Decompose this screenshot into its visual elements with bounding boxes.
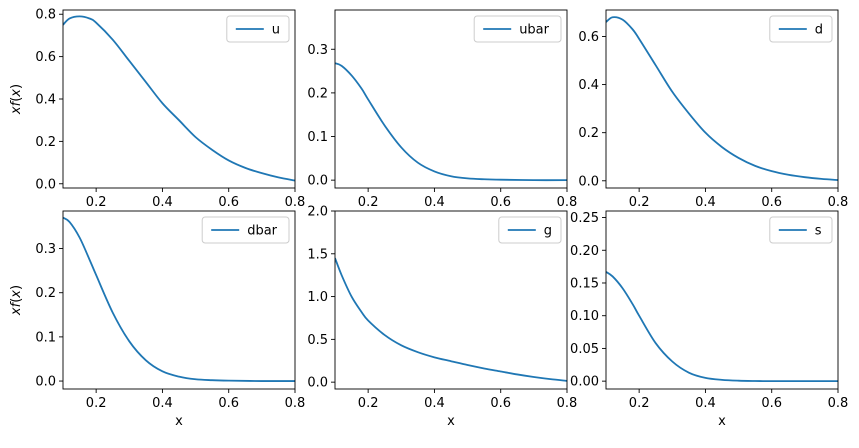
legend-label: dbar <box>247 224 277 239</box>
y-axis-label: xf(x) <box>9 285 24 316</box>
legend-box <box>201 216 290 244</box>
x-tick-label: 0.2 <box>358 396 379 411</box>
x-tick-label: 0.8 <box>285 195 306 210</box>
y-tick-label: 0.8 <box>35 8 56 23</box>
x-tick-label: 0.2 <box>86 195 107 210</box>
y-tick-label: 1.5 <box>307 247 328 262</box>
x-tick-label: 0.6 <box>218 396 239 411</box>
x-tick-label: 0.2 <box>629 195 650 210</box>
x-tick-label: 0.4 <box>152 396 173 411</box>
y-tick-label: 0.25 <box>570 211 599 226</box>
x-tick-label: 0.2 <box>629 396 650 411</box>
y-axis-label: xf(x) <box>9 84 24 115</box>
y-tick-label: 0.5 <box>307 333 328 348</box>
y-tick-label: 0.0 <box>35 177 56 192</box>
y-tick-label: 0.2 <box>578 126 599 141</box>
x-tick-label: 0.4 <box>424 195 445 210</box>
axes-frame <box>334 210 568 390</box>
x-tick-label: 0.8 <box>557 195 578 210</box>
x-tick-label: 0.8 <box>828 195 849 210</box>
axes-frame <box>62 210 296 390</box>
y-tick-label: 0.0 <box>578 174 599 189</box>
x-tick-label: 0.4 <box>152 195 173 210</box>
y-tick-label: 0.2 <box>35 286 56 301</box>
y-tick-label: 0.05 <box>570 342 599 357</box>
y-tick-label: 0.4 <box>578 78 599 93</box>
series-line-s <box>606 271 838 383</box>
subplot-s: 0.2 0.4 0.6 0.8 0.00 0.05 0.10 0.15 0.20 0.25 x s <box>570 210 849 429</box>
x-tick-label: 0.8 <box>285 396 306 411</box>
axes-frame <box>605 9 839 189</box>
x-tick-label: 0.6 <box>490 396 511 411</box>
x-tick-label: 0.8 <box>828 396 849 411</box>
x-tick-label: 0.6 <box>761 195 782 210</box>
y-tick-label: 0.6 <box>578 30 599 45</box>
y-tick-label: 1.0 <box>307 290 328 305</box>
series-line-ubar <box>335 62 567 182</box>
x-tick-label: 0.2 <box>86 396 107 411</box>
y-tick-label: 0.15 <box>570 276 599 291</box>
x-axis-label: x <box>175 414 183 429</box>
x-tick-label: 0.6 <box>218 195 239 210</box>
y-tick-label: 0.3 <box>35 242 56 257</box>
legend: dbar <box>201 216 290 244</box>
subplot-dbar: 0.2 0.4 0.6 0.8 0.0 0.1 0.2 0.3 xf(x) x dbar <box>9 210 306 429</box>
legend-label: d <box>815 23 823 38</box>
series-line-dbar <box>63 216 295 382</box>
legend-label: ubar <box>519 23 549 38</box>
legend: ubar <box>473 15 562 43</box>
x-axis-label: x <box>718 414 726 429</box>
y-tick-label: 0.0 <box>35 375 56 390</box>
series-line-g <box>335 257 567 382</box>
y-tick-label: 0.0 <box>307 174 328 189</box>
y-tick-label: 0.3 <box>307 43 328 58</box>
legend-label: s <box>815 224 822 239</box>
x-tick-label: 0.2 <box>358 195 379 210</box>
legend-box <box>473 15 562 43</box>
y-tick-label: 0.1 <box>307 130 328 145</box>
subplot-d: 0.2 0.4 0.6 0.8 0.0 0.2 0.4 0.6 d <box>578 9 849 210</box>
legend: s <box>769 216 833 244</box>
x-tick-label: 0.4 <box>695 195 716 210</box>
axes-frame <box>334 9 568 189</box>
subplot-g: 0.2 0.4 0.6 0.8 0.0 0.5 1.0 1.5 2.0 x g <box>307 205 577 430</box>
x-tick-label: 0.8 <box>557 396 578 411</box>
x-axis-label: x <box>447 414 455 429</box>
y-tick-label: 2.0 <box>307 205 328 220</box>
y-tick-label: 0.00 <box>570 375 599 390</box>
y-tick-label: 0.10 <box>570 309 599 324</box>
x-tick-label: 0.6 <box>761 396 782 411</box>
y-tick-label: 0.4 <box>35 93 56 108</box>
legend: d <box>769 15 833 43</box>
legend-label: g <box>544 224 552 239</box>
y-tick-label: 0.1 <box>35 330 56 345</box>
series-line-u <box>63 15 295 182</box>
y-tick-label: 0.2 <box>307 86 328 101</box>
y-tick-label: 0.20 <box>570 244 599 259</box>
subplot-ubar: 0.2 0.4 0.6 0.8 0.0 0.1 0.2 0.3 ubar <box>307 9 578 210</box>
axes-frame <box>605 210 839 390</box>
y-tick-label: 0.2 <box>35 135 56 150</box>
series-line-d <box>606 16 838 181</box>
y-tick-label: 0.6 <box>35 50 56 65</box>
legend: u <box>226 15 290 43</box>
x-tick-label: 0.4 <box>695 396 716 411</box>
x-tick-label: 0.4 <box>424 396 445 411</box>
subplot-u: 0.2 0.4 0.6 0.8 0.0 0.2 0.4 0.6 0.8 xf(x) u <box>9 8 305 210</box>
x-tick-label: 0.6 <box>490 195 511 210</box>
legend: g <box>498 216 562 244</box>
legend-label: u <box>272 23 280 38</box>
y-tick-label: 0.0 <box>307 376 328 391</box>
